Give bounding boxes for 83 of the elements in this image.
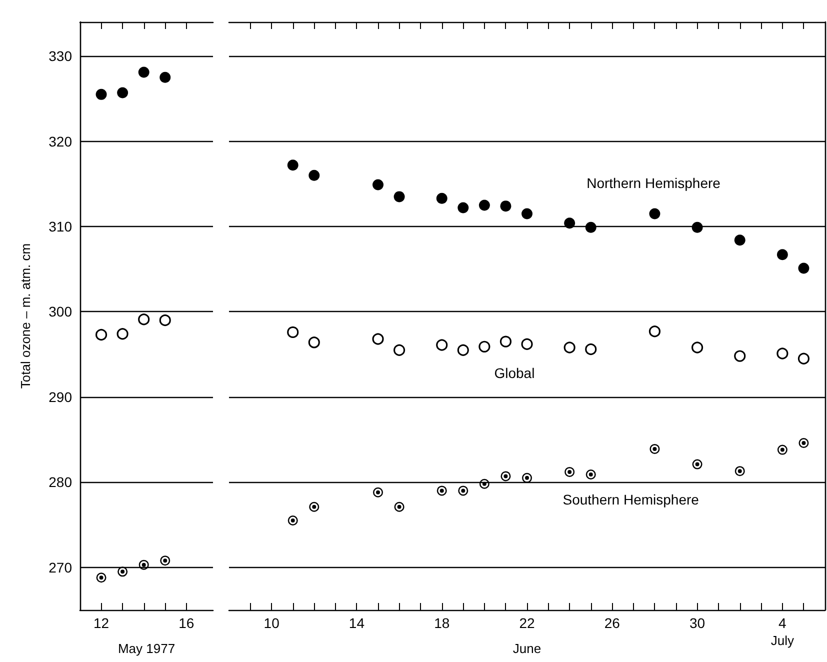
point xyxy=(564,466,575,477)
point xyxy=(138,66,150,78)
point xyxy=(96,572,106,583)
point xyxy=(522,208,532,220)
point xyxy=(288,516,298,526)
point xyxy=(776,249,788,260)
point xyxy=(287,160,298,171)
point xyxy=(117,87,128,98)
point xyxy=(116,328,128,340)
point xyxy=(798,262,810,274)
point xyxy=(564,342,576,354)
point xyxy=(118,566,128,577)
series-label: Northern Hemisphere xyxy=(586,175,721,192)
x-tick-label: 22 xyxy=(519,615,535,631)
point xyxy=(798,438,809,448)
point xyxy=(585,222,596,233)
point xyxy=(373,487,383,498)
y-tick-label: 330 xyxy=(48,48,72,64)
y-tick-label: 290 xyxy=(48,388,72,405)
point xyxy=(372,333,384,345)
point xyxy=(393,344,406,356)
point xyxy=(436,486,447,496)
y-axis-title: Total ozone – m. atm. cm xyxy=(18,243,33,389)
point xyxy=(478,340,490,352)
point xyxy=(564,218,576,229)
point xyxy=(500,471,511,482)
point xyxy=(308,170,320,181)
point xyxy=(457,344,469,356)
point xyxy=(586,470,596,480)
point xyxy=(777,444,788,455)
y-tick-label: 310 xyxy=(48,218,72,235)
point xyxy=(692,222,703,233)
y-tick-label: 320 xyxy=(48,133,72,150)
point xyxy=(309,502,320,512)
point xyxy=(478,200,490,211)
point xyxy=(394,502,404,512)
point xyxy=(436,192,448,204)
x-tick-label: 26 xyxy=(604,615,620,631)
point xyxy=(458,202,469,214)
point xyxy=(479,478,490,489)
series-label: Southern Hemisphere xyxy=(562,491,700,508)
x-axis-title: June xyxy=(512,641,542,656)
point xyxy=(734,350,746,362)
y-tick-label: 280 xyxy=(48,474,72,490)
x-axis-title: May 1977 xyxy=(118,641,176,656)
series-label: Global xyxy=(494,364,535,381)
point xyxy=(160,556,170,566)
x-tick-label: 18 xyxy=(434,615,450,631)
point xyxy=(96,88,107,100)
point xyxy=(734,466,745,476)
y-tick-label: 270 xyxy=(48,559,72,576)
point xyxy=(585,343,597,356)
point xyxy=(436,339,448,351)
point xyxy=(522,472,532,483)
point xyxy=(648,326,661,338)
point xyxy=(394,191,405,202)
point xyxy=(691,342,704,354)
point xyxy=(287,326,299,338)
point xyxy=(372,179,384,190)
x-tick-label: 12 xyxy=(93,615,110,631)
point xyxy=(776,348,788,360)
point xyxy=(458,486,468,496)
point xyxy=(798,352,810,364)
y-tick-label: 300 xyxy=(48,304,72,320)
point xyxy=(521,338,533,350)
point xyxy=(692,459,702,470)
point xyxy=(649,208,660,220)
point xyxy=(95,328,108,341)
point xyxy=(159,314,171,326)
point xyxy=(138,560,149,570)
x-tick-label: 4 xyxy=(778,615,787,631)
point xyxy=(160,72,171,83)
x-tick-label: 10 xyxy=(264,615,280,631)
x-tick-label: 16 xyxy=(178,615,194,631)
point xyxy=(500,200,512,212)
point xyxy=(500,336,512,348)
point xyxy=(308,336,320,348)
x-tick-label: 30 xyxy=(689,615,706,631)
point xyxy=(138,314,150,326)
x-tick-label: 14 xyxy=(348,615,365,631)
point xyxy=(734,234,746,246)
text: July xyxy=(770,633,794,648)
point xyxy=(650,444,660,454)
